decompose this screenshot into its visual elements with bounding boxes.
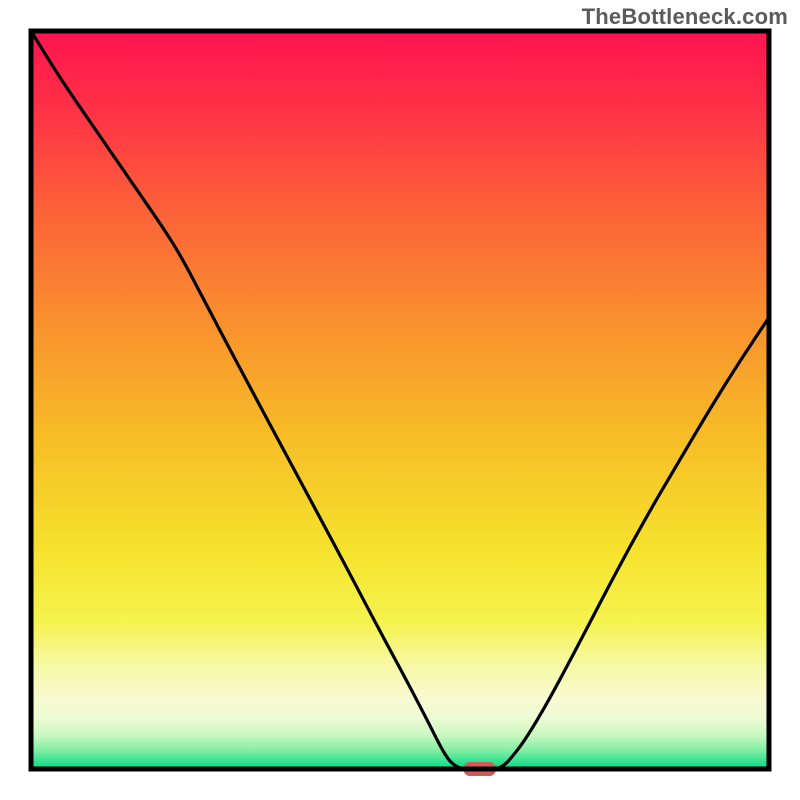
chart-stage: TheBottleneck.com xyxy=(0,0,800,800)
chart-svg xyxy=(0,0,800,800)
watermark-label: TheBottleneck.com xyxy=(582,4,788,30)
plot-background xyxy=(31,31,769,769)
